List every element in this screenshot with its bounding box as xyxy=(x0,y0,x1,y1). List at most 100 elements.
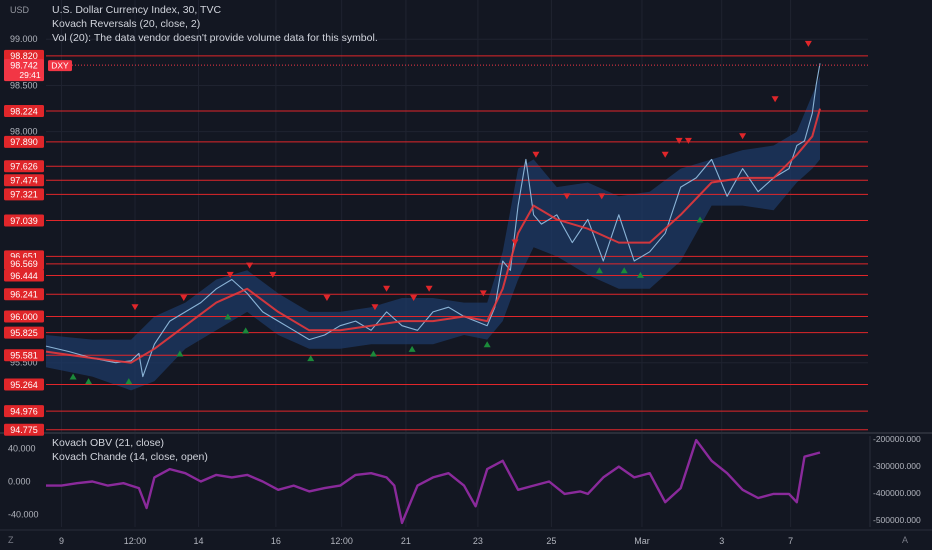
level-label: 97.039 xyxy=(10,216,38,226)
symbol-badge[interactable] xyxy=(48,60,72,72)
reversal-up-marker xyxy=(224,313,232,320)
ma-line[interactable] xyxy=(45,108,821,364)
reversal-down-marker xyxy=(598,193,606,200)
reversal-up-marker xyxy=(125,378,133,385)
auto-scale-icon[interactable]: A xyxy=(901,535,908,545)
reversal-markers xyxy=(69,40,812,385)
oscillator-tick-label: 0.000 xyxy=(8,477,31,487)
level-label: 98.820 xyxy=(10,51,38,61)
envelope-band-area xyxy=(46,76,820,391)
timezone-icon[interactable]: Z xyxy=(8,535,14,545)
level-label: 94.775 xyxy=(10,425,38,435)
level-label: 96.444 xyxy=(10,271,38,281)
reversal-down-marker xyxy=(323,295,331,301)
left-price-axis[interactable]: 99.000 98.500 98.000 95.500 98.820 98.224 97.8… xyxy=(4,34,868,520)
reversal-down-marker xyxy=(269,271,277,278)
currency-label: USD xyxy=(10,5,30,15)
level-label-box xyxy=(4,288,44,301)
reversal-down-marker xyxy=(511,239,519,246)
reversal-down-marker xyxy=(563,193,571,200)
level-label-box xyxy=(4,188,44,201)
time-tick-label: 12:00 xyxy=(124,536,147,546)
time-tick-label: 25 xyxy=(546,536,556,546)
level-label: 98.224 xyxy=(10,106,38,116)
reversal-down-marker xyxy=(371,304,379,311)
sub-legend: Kovach OBV (21, close) Kovach Chande (14… xyxy=(52,436,208,464)
level-label: 95.264 xyxy=(10,380,38,390)
obv-tick-label: -200000.000 xyxy=(873,434,921,444)
legend-symbol[interactable]: U.S. Dollar Currency Index, 30, TVC xyxy=(52,4,222,16)
envelope-band xyxy=(46,76,820,391)
reversal-down-marker xyxy=(425,285,433,292)
obv-tick-label: -400000.000 xyxy=(873,488,921,498)
legend-indicator-volume[interactable]: Vol (20): The data vendor doesn't provid… xyxy=(52,32,378,44)
level-label: 95.825 xyxy=(10,328,38,338)
moving-average-series xyxy=(45,108,821,364)
level-label-box xyxy=(4,423,44,436)
level-label-box xyxy=(4,49,44,62)
level-label-box xyxy=(4,135,44,148)
price-line[interactable] xyxy=(45,63,821,378)
level-label-box xyxy=(4,214,44,227)
time-axis[interactable]: 9 12:00 14 16 12:00 21 23 25 Mar 3 7 xyxy=(0,529,932,546)
time-tick-label: 7 xyxy=(788,536,793,546)
level-label-box xyxy=(4,257,44,270)
reversal-down-marker xyxy=(804,40,812,47)
price-tick-label: 98.000 xyxy=(10,127,38,137)
level-label: 96.651 xyxy=(10,252,38,262)
current-price-box xyxy=(4,59,44,82)
time-tick-label: 9 xyxy=(59,536,64,546)
time-tick-label: 3 xyxy=(719,536,724,546)
reversal-down-marker xyxy=(739,133,747,140)
oscillator-series xyxy=(46,438,821,525)
reversal-up-marker xyxy=(69,373,77,380)
main-legend: U.S. Dollar Currency Index, 30, TVC Kova… xyxy=(52,3,378,45)
time-tick-label: 23 xyxy=(473,536,483,546)
level-label-box xyxy=(4,160,44,173)
level-label: 97.321 xyxy=(10,190,38,200)
time-tick-label: 14 xyxy=(193,536,203,546)
level-label-box xyxy=(4,174,44,187)
level-label: 97.890 xyxy=(10,137,38,147)
current-price-label: 98.742 xyxy=(10,61,38,71)
symbol-badge-label[interactable]: DXY xyxy=(51,61,69,71)
level-label: 96.569 xyxy=(10,259,38,269)
level-label: 97.474 xyxy=(10,176,38,186)
reversal-up-marker xyxy=(620,267,628,274)
level-label-box xyxy=(4,349,44,362)
reversal-down-marker xyxy=(675,137,683,144)
reversal-up-marker xyxy=(176,350,184,357)
level-label: 96.241 xyxy=(10,290,38,300)
level-label: 96.000 xyxy=(10,312,38,322)
bar-countdown: 29:41 xyxy=(19,70,41,80)
legend-indicator-obv[interactable]: Kovach OBV (21, close) xyxy=(52,437,165,449)
reversal-up-marker xyxy=(636,271,644,278)
reversal-down-marker xyxy=(131,304,139,311)
oscillator-tick-label: 40.000 xyxy=(8,443,36,453)
right-oscillator-axis[interactable]: -200000.000 -300000.000 -400000.000 -500000… xyxy=(869,434,921,527)
reversal-down-marker xyxy=(661,151,669,158)
price-tick-label: 99.000 xyxy=(10,34,38,44)
legend-indicator-reversals[interactable]: Kovach Reversals (20, close, 2) xyxy=(52,18,201,30)
level-label-box xyxy=(4,269,44,282)
reversal-up-marker xyxy=(595,267,603,274)
level-label-box xyxy=(4,405,44,418)
chande-line[interactable] xyxy=(46,438,821,525)
reversal-down-marker xyxy=(226,271,234,278)
reversal-down-marker xyxy=(383,285,391,292)
legend-indicator-chande[interactable]: Kovach Chande (14, close, open) xyxy=(52,451,208,463)
time-tick-label: 16 xyxy=(271,536,281,546)
price-tick-label: 98.500 xyxy=(10,80,38,90)
time-tick-label: 12:00 xyxy=(330,536,353,546)
level-label-box xyxy=(4,378,44,391)
horizontal-levels xyxy=(46,55,868,431)
price-tick-label: 95.500 xyxy=(10,358,38,368)
level-label: 97.626 xyxy=(10,162,38,172)
time-tick-label: 21 xyxy=(401,536,411,546)
level-label: 94.976 xyxy=(10,406,38,416)
obv-tick-label: -300000.000 xyxy=(873,461,921,471)
oscillator-tick-label: -40.000 xyxy=(8,510,39,520)
level-label: 95.581 xyxy=(10,351,38,361)
price-series xyxy=(45,63,821,378)
